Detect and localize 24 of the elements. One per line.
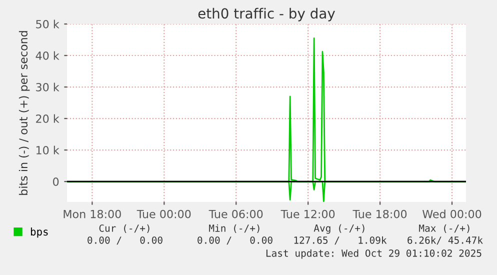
- chart-title: eth0 traffic - by day: [198, 8, 335, 22]
- y-tick-label: 50 k: [36, 20, 60, 28]
- text: Max (-/+): [419, 224, 470, 233]
- text: 0.00 / 0.00: [198, 236, 272, 245]
- x-tick-label: Tue 18:00: [352, 210, 407, 218]
- x-tick-label: Tue 00:00: [136, 210, 191, 218]
- y-tick-label: 0: [53, 177, 59, 186]
- text: Min (-/+): [209, 224, 260, 233]
- legend-label: bps: [30, 228, 48, 238]
- x-tick-label: Tue 06:00: [208, 210, 263, 218]
- x-tick-label: Mon 18:00: [64, 210, 121, 218]
- y-tick-label: 20 k: [36, 114, 60, 123]
- text: 0.00 / 0.00: [88, 236, 162, 245]
- y-tick-label: 10 k: [36, 146, 60, 154]
- text: Cur (-/+): [99, 224, 150, 233]
- text: 127.65 / 1.09k: [294, 236, 387, 245]
- y-tick-label: 30 k: [36, 82, 60, 92]
- text: Avg (-/+): [314, 224, 364, 234]
- text: 6.26k/ 45.47k: [408, 236, 483, 245]
- y-axis-title: bits in (-) / out (+) per second: [18, 31, 30, 195]
- x-tick-label: Wed 00:00: [422, 210, 482, 218]
- x-tick-label: Tue 12:00: [280, 210, 335, 218]
- text: Last update: Wed Oct 29 01:10:02 2025: [266, 249, 482, 259]
- y-tick-label: 40 k: [36, 51, 60, 60]
